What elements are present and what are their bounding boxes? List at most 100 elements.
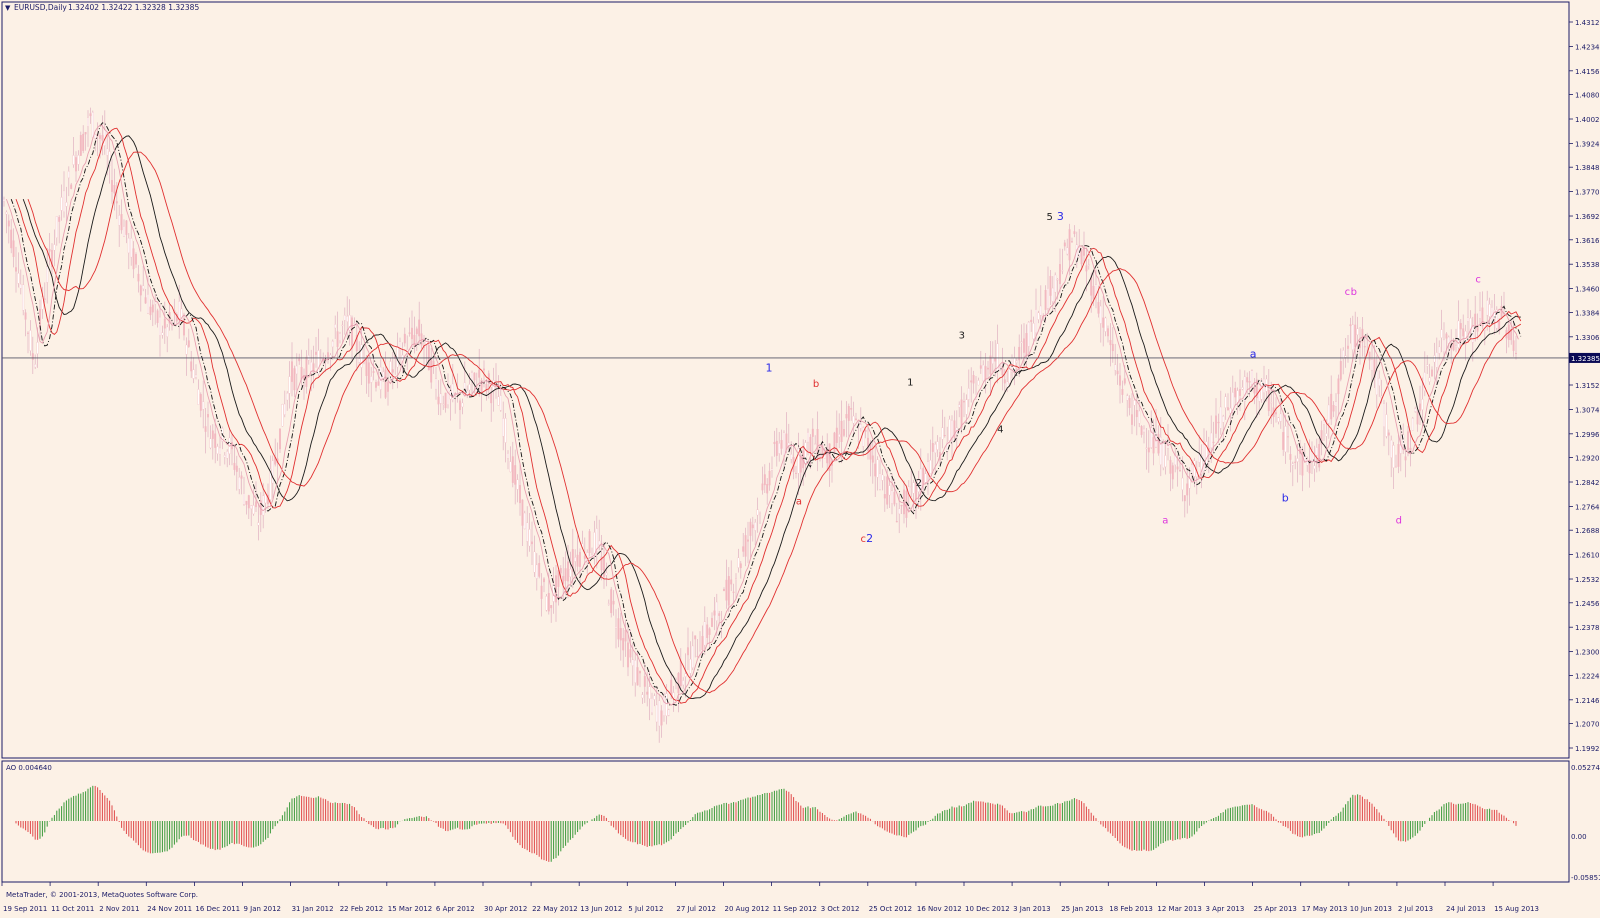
candle-body [1402, 434, 1405, 445]
candle-body [987, 367, 989, 370]
candle-body [1222, 416, 1225, 423]
candle-body [605, 572, 608, 576]
candle-body [216, 446, 219, 454]
candle-body [1385, 414, 1388, 437]
candle-body [874, 463, 877, 477]
candle-body [1061, 270, 1064, 272]
candle-body [348, 315, 351, 331]
candle-body [413, 334, 416, 348]
candle-body [439, 393, 442, 404]
candle-body [161, 332, 164, 336]
candle-body [1203, 444, 1205, 472]
candle-body [279, 428, 281, 450]
candle-body [1212, 441, 1215, 443]
candle-body [504, 418, 507, 443]
candle-body [559, 568, 562, 574]
candle-body [977, 380, 980, 386]
date-tick-label: 3 Apr 2013 [1206, 905, 1245, 913]
candle-body [408, 332, 411, 334]
candle-body [927, 461, 929, 475]
candle-body [864, 429, 867, 432]
candle-body [533, 551, 536, 573]
candle-body [336, 331, 339, 347]
candle-body [756, 509, 759, 516]
candle-body [478, 369, 481, 378]
candle-body [516, 479, 519, 490]
candle-body [953, 420, 956, 439]
candle-body [1421, 399, 1424, 410]
candle-body [1488, 304, 1491, 317]
candle-body [1186, 483, 1189, 496]
candle-body [1282, 432, 1285, 450]
candle-body [367, 362, 370, 384]
candle-body [509, 461, 512, 473]
candle-body [418, 319, 421, 337]
candle-body [377, 381, 380, 386]
candle-body [622, 638, 625, 651]
candle-body [255, 501, 257, 508]
candle-body [682, 680, 685, 686]
candle-body [886, 476, 889, 505]
candle-body [48, 249, 51, 252]
candle-body [979, 365, 982, 369]
candle-body [17, 273, 20, 284]
candle-body [564, 568, 567, 581]
candle-body [151, 304, 154, 313]
candle-body [1095, 284, 1097, 298]
price-tick-label: 1.39240 [1575, 140, 1600, 148]
price-tick-label: 1.24560 [1575, 600, 1600, 608]
price-tick-label: 1.23780 [1575, 624, 1600, 632]
candle-body [1431, 369, 1433, 377]
candle-body [667, 709, 670, 716]
wave-label: 1 [907, 378, 913, 389]
candle-body [437, 396, 440, 405]
wave-label: b [1282, 491, 1289, 504]
candle-body [135, 254, 137, 265]
candle-body [809, 436, 812, 454]
price-tick-label: 1.23000 [1575, 649, 1600, 657]
candle-body [862, 427, 865, 447]
candle-body [415, 328, 418, 335]
candle-body [631, 659, 634, 666]
candle-body [1371, 359, 1373, 371]
candle-body [3, 198, 5, 202]
candle-body [63, 190, 65, 212]
candle-body [252, 505, 255, 515]
candle-body [209, 438, 212, 449]
candle-body [379, 366, 382, 390]
date-tick-label: 17 May 2013 [1302, 905, 1348, 913]
candle-body [137, 273, 140, 282]
candle-body [293, 368, 296, 391]
candle-body [730, 579, 733, 585]
candle-body [1111, 343, 1114, 352]
candle-body [725, 579, 728, 601]
candle-body [951, 420, 953, 439]
candle-body [1255, 379, 1258, 399]
date-tick-label: 19 Sep 2011 [3, 905, 47, 913]
candle-body [353, 323, 356, 325]
collapse-arrow-icon[interactable]: ▼ [5, 4, 11, 12]
candle-body [31, 353, 34, 360]
candle-body [540, 585, 543, 599]
candle-body [562, 576, 565, 585]
price-tick-label: 1.31520 [1575, 382, 1600, 390]
candle-body [118, 215, 121, 226]
candle-body [1296, 458, 1299, 462]
candle-body [1003, 379, 1006, 384]
candle-body [1512, 340, 1515, 351]
candle-body [485, 384, 488, 392]
candle-body [1344, 355, 1347, 358]
candle-body [689, 658, 692, 674]
candle-body [617, 618, 620, 640]
candle-body [804, 442, 807, 464]
candle-body [1066, 247, 1069, 255]
candle-body [1133, 400, 1136, 406]
candle-body [1301, 449, 1304, 476]
date-tick-label: 22 May 2012 [532, 905, 578, 913]
candle-body [778, 443, 781, 454]
symbol-label: EURUSD,Daily [14, 3, 67, 12]
ao-label: AO 0.004640 [6, 764, 52, 772]
candle-body [795, 472, 797, 474]
